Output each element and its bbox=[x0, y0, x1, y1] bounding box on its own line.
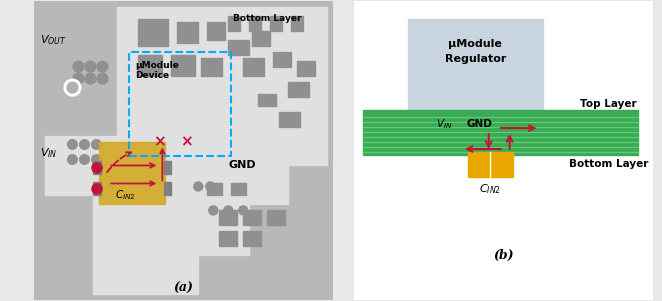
Bar bbox=[93, 161, 101, 175]
Text: $C_{IN2}$: $C_{IN2}$ bbox=[479, 182, 501, 196]
Bar bbox=[219, 231, 237, 247]
Circle shape bbox=[206, 182, 214, 191]
Circle shape bbox=[91, 140, 101, 149]
Bar bbox=[270, 16, 282, 31]
Circle shape bbox=[85, 61, 96, 72]
Circle shape bbox=[79, 155, 89, 164]
Bar bbox=[426, 118, 453, 132]
Bar bbox=[164, 182, 171, 195]
Text: μModule
Device: μModule Device bbox=[136, 61, 179, 80]
Bar bbox=[177, 22, 199, 43]
Bar bbox=[228, 40, 249, 54]
Circle shape bbox=[92, 163, 102, 173]
Bar bbox=[219, 210, 237, 225]
Bar bbox=[258, 94, 276, 106]
Bar bbox=[408, 19, 543, 132]
Text: ×: × bbox=[153, 134, 166, 149]
Text: $V_{IN}$: $V_{IN}$ bbox=[40, 147, 57, 160]
Circle shape bbox=[239, 206, 248, 215]
Bar bbox=[164, 161, 171, 175]
Circle shape bbox=[92, 184, 102, 194]
Bar bbox=[171, 54, 195, 76]
Bar bbox=[249, 16, 261, 31]
Circle shape bbox=[224, 206, 233, 215]
Bar bbox=[468, 152, 512, 177]
Bar bbox=[138, 19, 168, 46]
Bar bbox=[228, 16, 240, 31]
Bar bbox=[243, 210, 261, 225]
Text: $V_{OUT}$: $V_{OUT}$ bbox=[40, 33, 66, 47]
Bar bbox=[243, 231, 261, 247]
Circle shape bbox=[64, 79, 81, 96]
Bar bbox=[231, 183, 246, 195]
Bar bbox=[291, 16, 303, 31]
Bar bbox=[273, 52, 291, 67]
Text: (b): (b) bbox=[493, 249, 514, 262]
Text: $V_{IN}$: $V_{IN}$ bbox=[436, 117, 452, 131]
Circle shape bbox=[68, 140, 77, 149]
Circle shape bbox=[79, 140, 89, 149]
Bar bbox=[297, 61, 315, 76]
Circle shape bbox=[73, 73, 84, 84]
Bar bbox=[201, 57, 222, 76]
Circle shape bbox=[67, 82, 78, 93]
Bar bbox=[363, 110, 638, 155]
Bar bbox=[207, 22, 225, 40]
Text: (a): (a) bbox=[173, 282, 193, 295]
Bar bbox=[267, 210, 285, 225]
Bar bbox=[207, 183, 222, 195]
Bar bbox=[462, 118, 489, 132]
Circle shape bbox=[91, 155, 101, 164]
Bar bbox=[93, 182, 101, 195]
Circle shape bbox=[68, 155, 77, 164]
Bar bbox=[288, 82, 309, 97]
Text: Top Layer: Top Layer bbox=[580, 99, 637, 109]
Polygon shape bbox=[46, 7, 327, 294]
Circle shape bbox=[73, 61, 84, 72]
Circle shape bbox=[97, 73, 108, 84]
Bar bbox=[243, 57, 264, 76]
Bar bbox=[99, 141, 166, 204]
Text: GND: GND bbox=[228, 160, 256, 170]
Circle shape bbox=[97, 61, 108, 72]
Text: Bottom Layer: Bottom Layer bbox=[569, 159, 648, 169]
Bar bbox=[138, 54, 162, 76]
Text: μModule
Regulator: μModule Regulator bbox=[445, 39, 506, 64]
Bar bbox=[252, 31, 270, 46]
Circle shape bbox=[209, 206, 218, 215]
Text: GND: GND bbox=[467, 119, 493, 129]
Text: ×: × bbox=[180, 134, 193, 149]
Circle shape bbox=[194, 182, 203, 191]
Circle shape bbox=[85, 73, 96, 84]
Text: $C_{IN2}$: $C_{IN2}$ bbox=[115, 188, 135, 202]
Bar bbox=[279, 112, 300, 126]
Text: Bottom Layer: Bottom Layer bbox=[233, 14, 301, 23]
